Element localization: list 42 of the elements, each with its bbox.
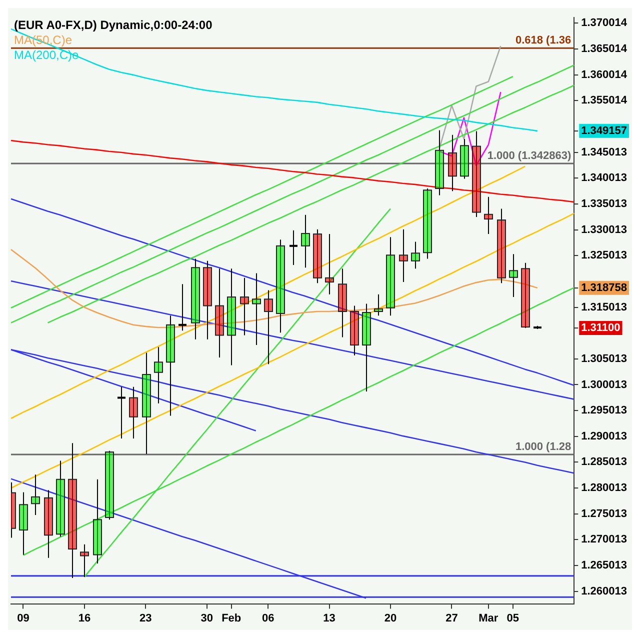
y-tick-label: 1.270013 xyxy=(581,534,628,546)
x-tick-label: Feb xyxy=(222,612,242,624)
y-tick-label: 1.365014 xyxy=(581,43,628,56)
y-tick-label: 1.345013 xyxy=(581,146,628,158)
x-tick-label: 05 xyxy=(506,612,520,624)
y-tick-label: 1.300013 xyxy=(581,378,628,391)
y-tick-label: 1.260013 xyxy=(581,585,628,598)
chart-title: (EUR A0-FX,D) Dynamic,0:00-24:00 xyxy=(14,18,213,32)
y-tick-label: 1.305013 xyxy=(581,352,628,365)
candlestick xyxy=(288,230,298,266)
annotation: 1.000 (1.28 xyxy=(515,441,572,454)
y-tick-label: 1.330013 xyxy=(581,224,628,236)
y-tick-label: 1.335013 xyxy=(581,198,628,210)
y-tick-label: 1.349157 xyxy=(581,124,628,137)
y-tick-label: 1.340013 xyxy=(581,172,628,184)
x-tick-label: 30 xyxy=(200,612,213,624)
x-tick-label: 09 xyxy=(17,612,30,624)
y-tick-label: 1.31100 xyxy=(581,322,620,334)
y-tick-label: 1.265013 xyxy=(581,560,628,572)
candlestick xyxy=(116,386,126,440)
series-label: MA(200,C)e xyxy=(14,48,80,62)
y-tick-label: 1.290013 xyxy=(581,430,628,442)
x-tick-label: 13 xyxy=(323,612,336,624)
y-tick-label: 1.295013 xyxy=(581,404,628,417)
y-tick-label: 1.370014 xyxy=(581,17,628,30)
y-tick-label: 1.360014 xyxy=(581,68,628,81)
y-tick-label: 1.318758 xyxy=(581,282,628,294)
annotation: 0.618 (1.36 xyxy=(515,34,572,47)
x-tick-label: Mar xyxy=(478,612,499,624)
x-tick-label: 23 xyxy=(140,612,152,624)
y-tick-label: 1.275013 xyxy=(581,508,628,520)
x-tick-label: 27 xyxy=(446,612,458,624)
y-tick-label: 1.315013 xyxy=(581,301,628,314)
y-tick-label: 1.325013 xyxy=(581,250,628,262)
x-tick-label: 06 xyxy=(262,612,274,624)
y-tick-label: 1.285013 xyxy=(581,456,628,468)
candlestick xyxy=(178,284,188,332)
y-tick-label: 1.280013 xyxy=(581,482,628,494)
ref-line-label: 1.000 (1.342863) xyxy=(487,150,572,162)
x-tick-label: 20 xyxy=(384,612,397,624)
y-tick-label: 1.355014 xyxy=(581,94,628,107)
x-tick-label: 16 xyxy=(78,612,91,624)
